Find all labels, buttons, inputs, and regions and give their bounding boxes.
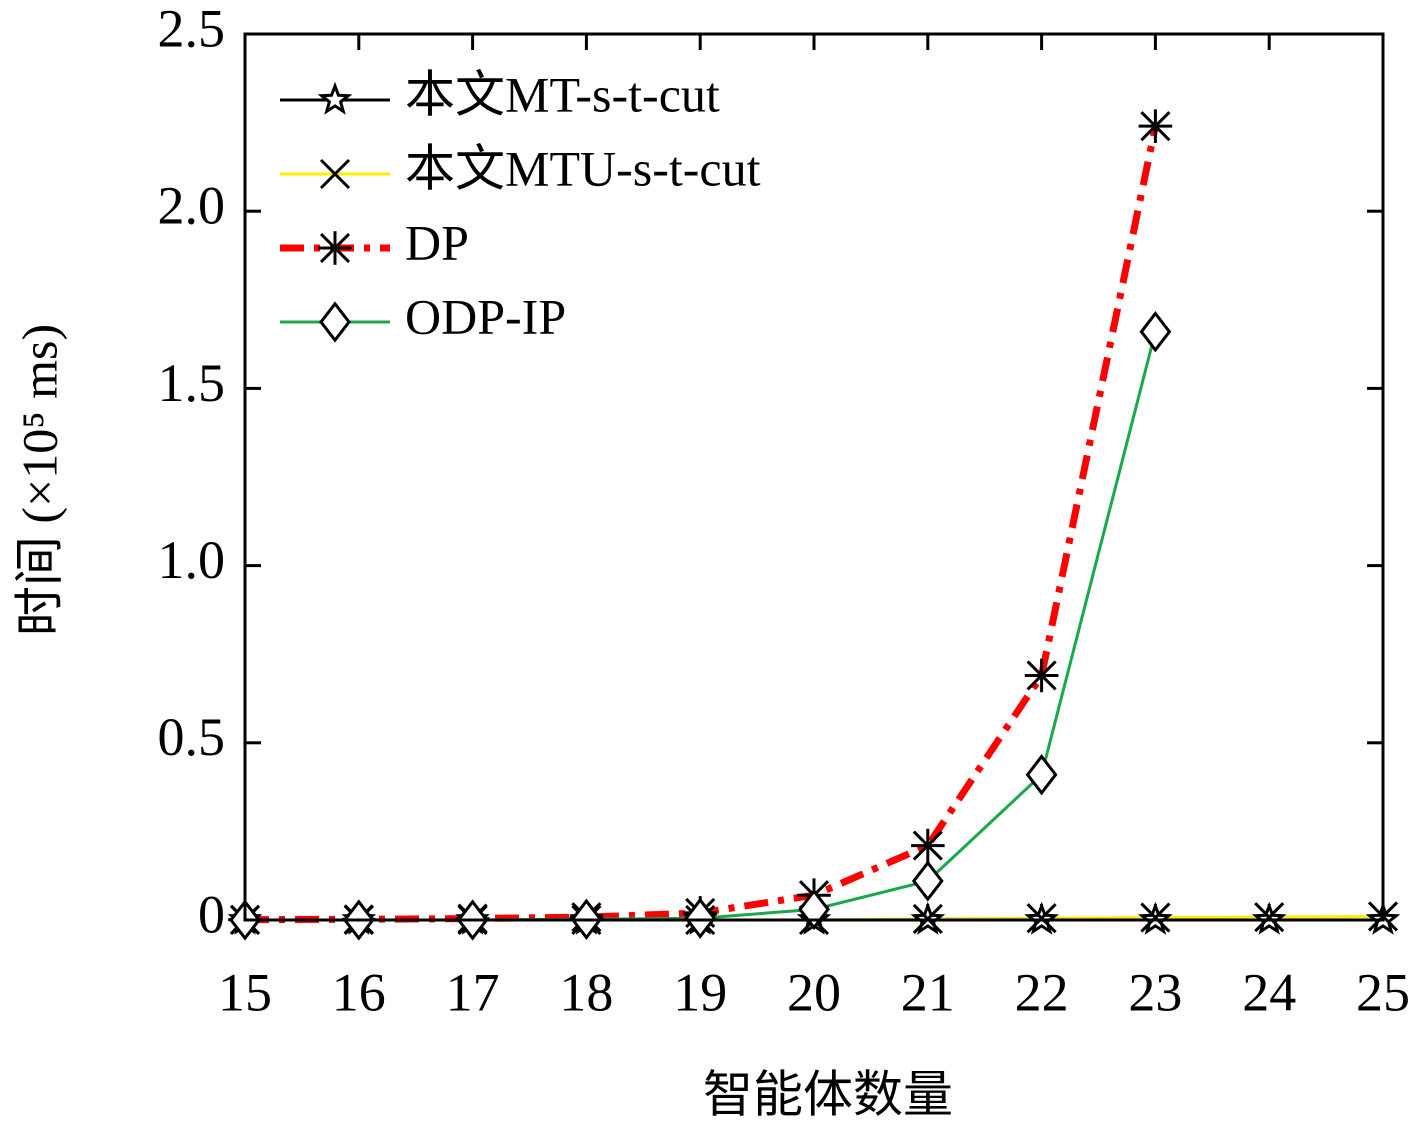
marker bbox=[911, 860, 944, 902]
x-axis-label: 智能体数量 bbox=[703, 1066, 953, 1122]
y-axis-label: 时间 (×10⁵ ms) bbox=[11, 324, 67, 636]
x-tick-label: 24 bbox=[1242, 962, 1296, 1022]
marker bbox=[684, 897, 717, 939]
marker bbox=[1254, 902, 1285, 933]
y-tick-label: 1.5 bbox=[158, 353, 226, 413]
x-tick-label: 21 bbox=[901, 962, 955, 1022]
x-tick-label: 20 bbox=[787, 962, 841, 1022]
x-tick-label: 23 bbox=[1128, 962, 1182, 1022]
x-tick-label: 25 bbox=[1356, 962, 1410, 1022]
legend-label: DP bbox=[405, 214, 469, 270]
marker bbox=[1025, 754, 1058, 796]
series-line bbox=[245, 331, 1157, 922]
legend-label: ODP-IP bbox=[405, 288, 566, 344]
marker bbox=[1139, 311, 1172, 353]
y-tick-label: 0 bbox=[198, 884, 225, 944]
legend-marker bbox=[319, 301, 351, 343]
x-tick-label: 19 bbox=[673, 962, 727, 1022]
x-tick-label: 18 bbox=[559, 962, 613, 1022]
marker bbox=[1024, 658, 1059, 693]
marker bbox=[798, 888, 830, 931]
y-tick-label: 2.5 bbox=[158, 0, 226, 58]
marker bbox=[911, 828, 945, 863]
y-tick-label: 2.0 bbox=[158, 176, 226, 236]
plot-frame bbox=[243, 32, 1385, 922]
legend-marker bbox=[318, 231, 352, 265]
legend-marker bbox=[317, 81, 353, 115]
legend-marker bbox=[319, 158, 351, 190]
marker bbox=[1140, 902, 1171, 933]
y-tick-label: 0.5 bbox=[158, 707, 226, 767]
x-tick-label: 17 bbox=[446, 962, 500, 1022]
y-tick-label: 1.0 bbox=[158, 530, 226, 590]
legend-label: 本文MTU-s-t-cut bbox=[405, 140, 761, 196]
x-tick-label: 22 bbox=[1015, 962, 1069, 1022]
marker bbox=[1138, 109, 1173, 143]
legend-label: 本文MT-s-t-cut bbox=[405, 66, 720, 122]
x-tick-label: 15 bbox=[218, 962, 272, 1022]
x-tick-label: 16 bbox=[332, 962, 386, 1022]
marker bbox=[1026, 903, 1057, 934]
